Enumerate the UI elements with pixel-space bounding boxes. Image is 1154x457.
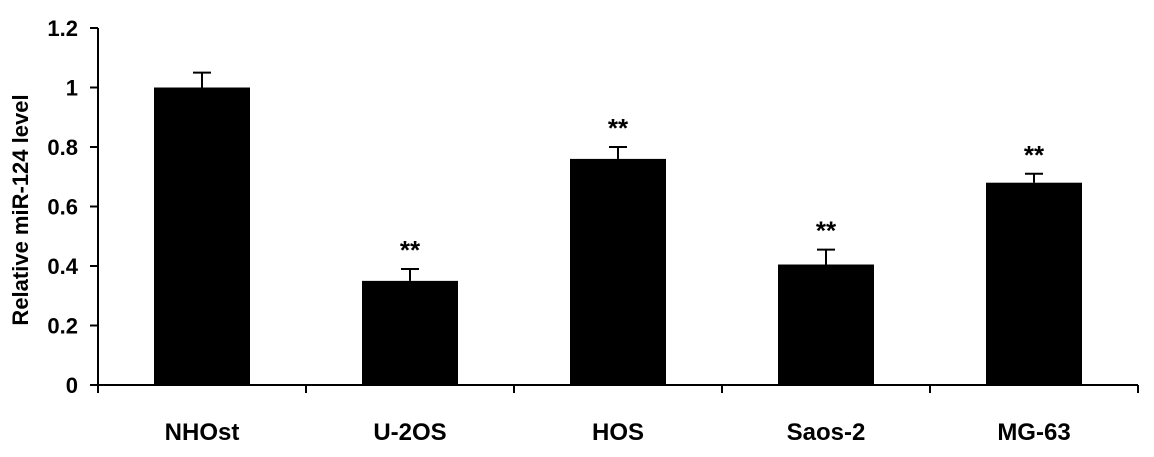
bar: [362, 280, 458, 385]
significance-label: **: [400, 235, 421, 265]
bar: [570, 158, 666, 385]
y-tick-label: 0.2: [47, 314, 78, 339]
y-tick-label: 0.8: [47, 135, 78, 160]
x-category-label: U-2OS: [373, 419, 446, 446]
x-axis: NHOst U-2OS HOS Saos-2 MG-63: [97, 384, 1139, 446]
x-category-label: NHOst: [165, 419, 240, 446]
y-tick-label: 1.2: [47, 16, 78, 41]
significance-label: **: [1024, 140, 1045, 170]
y-tick-label: 1: [66, 76, 78, 101]
bar: [778, 264, 874, 385]
x-category-label: HOS: [592, 419, 644, 446]
bar: [154, 87, 250, 385]
y-tick-label: 0.6: [47, 195, 78, 220]
x-category-label: Saos-2: [787, 419, 866, 446]
bars-group: ** ** ** **: [154, 71, 1082, 385]
x-category-label: MG-63: [997, 419, 1070, 446]
significance-label: **: [816, 216, 837, 246]
y-tick-label: 0: [66, 373, 78, 398]
y-axis-title: Relative miR-124 level: [8, 94, 33, 325]
bar: [986, 182, 1082, 385]
y-tick-label: 0.4: [47, 254, 78, 279]
significance-label: **: [608, 113, 629, 143]
y-axis: 0 0.2 0.4 0.6 0.8 1 1.2: [47, 16, 99, 398]
